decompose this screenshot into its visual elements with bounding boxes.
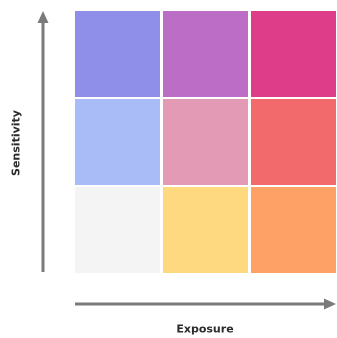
cell-low-sensitivity-medium-exposure [163, 187, 248, 273]
x-axis-label: Exposure [176, 322, 234, 336]
cell-low-sensitivity-high-exposure [251, 187, 336, 273]
cell-medium-sensitivity-medium-exposure [163, 99, 248, 185]
y-axis-label: Sensitivity [9, 110, 23, 176]
cell-high-sensitivity-low-exposure [75, 11, 160, 97]
cell-medium-sensitivity-high-exposure [251, 99, 336, 185]
cell-high-sensitivity-high-exposure [251, 11, 336, 97]
cell-low-sensitivity-low-exposure [75, 187, 160, 273]
matrix-grid [75, 11, 336, 274]
x-axis-arrow [75, 298, 336, 310]
cell-medium-sensitivity-low-exposure [75, 99, 160, 185]
cell-high-sensitivity-medium-exposure [163, 11, 248, 97]
y-axis-arrow [37, 11, 49, 272]
